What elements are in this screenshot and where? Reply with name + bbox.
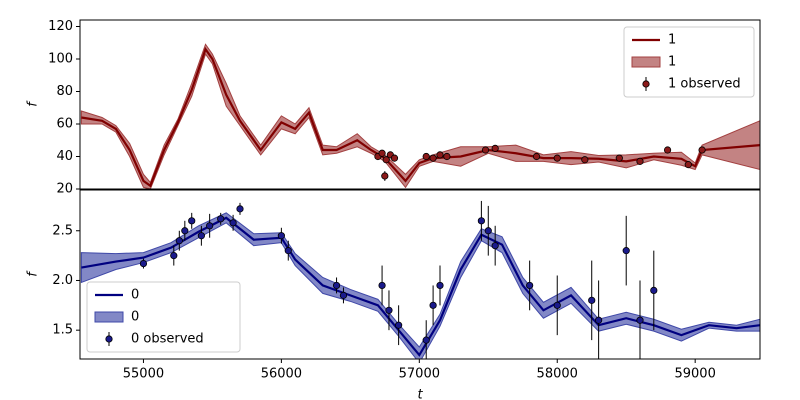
y-tick-label: 1.5 [52, 323, 73, 338]
y-tick-label: 100 [48, 52, 73, 67]
observed-point [339, 291, 348, 299]
observed-point [422, 336, 430, 344]
observed-point [385, 306, 393, 314]
observed-point [553, 154, 561, 162]
observed-point [484, 227, 492, 235]
observed-point [378, 281, 386, 290]
legend-marker [642, 80, 650, 88]
observed-point [170, 252, 178, 260]
observed-point [206, 222, 214, 230]
observed-point [197, 232, 205, 240]
observed-point [477, 217, 485, 225]
observed-point [491, 242, 499, 250]
y-tick-label: 80 [56, 84, 73, 99]
observed-point [382, 156, 390, 164]
y-axis-label: f [26, 100, 41, 107]
x-tick-label: 57000 [399, 367, 440, 382]
observed-point [188, 217, 196, 225]
x-tick-label: 55000 [123, 367, 164, 382]
legend-label: 0 [131, 310, 139, 325]
legend-box [623, 26, 755, 98]
observed-point [526, 281, 534, 290]
observed-point [650, 286, 658, 295]
observed-point [553, 301, 561, 309]
observed-point [378, 149, 386, 157]
observed-point [429, 154, 437, 162]
x-tick-label: 56000 [261, 367, 302, 382]
observed-point [615, 154, 623, 162]
observed-point [684, 161, 692, 169]
legend-label: 0 observed [131, 332, 204, 347]
observed-point [217, 215, 225, 223]
y-tick-label: 120 [48, 19, 73, 34]
y-tick-label: 20 [56, 182, 73, 197]
legend-label: 0 [131, 288, 139, 303]
observed-point [436, 281, 444, 290]
observed-point [277, 232, 285, 240]
observed-point [395, 321, 403, 329]
legend-band [631, 56, 661, 68]
observed-point [284, 247, 292, 255]
confidence-band [80, 43, 760, 189]
observed-point [443, 152, 451, 161]
observed-point [698, 146, 706, 154]
x-axis-label: t [417, 388, 423, 400]
legend: 0 0 0 observed [86, 281, 241, 353]
legend-marker [105, 335, 113, 343]
observed-point [422, 152, 430, 161]
axes-frame [79, 189, 761, 360]
y-axis-label: f [26, 270, 41, 277]
observed-point [595, 316, 603, 324]
legend-band [94, 311, 124, 323]
y-tick-label: 2.5 [52, 223, 73, 238]
mean-line [81, 46, 760, 188]
observed-point [581, 156, 589, 164]
observed-point [636, 316, 644, 324]
observed-point [588, 296, 596, 304]
observed-point [429, 301, 437, 309]
confidence-band [80, 212, 760, 359]
observed-point [139, 259, 148, 268]
legend-box [86, 281, 241, 353]
plot-area [80, 200, 760, 359]
legend-label: 1 observed [668, 77, 741, 92]
legend-label: 1 [668, 55, 676, 70]
y-tick-label: 40 [56, 149, 73, 164]
observed-point [381, 172, 389, 180]
legend-label: 1 [668, 33, 676, 48]
observed-point [390, 154, 399, 162]
plot-area [80, 43, 760, 189]
observed-point [181, 227, 189, 235]
legend: 1 1 1 observed [623, 26, 755, 98]
observed-point [532, 152, 541, 161]
y-tick-label: 60 [56, 117, 73, 132]
x-tick-label: 58000 [537, 367, 578, 382]
observed-point [636, 157, 644, 165]
x-tick-label: 59000 [674, 367, 715, 382]
observed-point [236, 205, 244, 213]
observed-point [436, 151, 444, 159]
observed-point [481, 146, 490, 154]
observed-point [175, 237, 183, 245]
observed-point [622, 247, 630, 255]
axes-frame [79, 19, 761, 190]
observed-point [663, 146, 672, 154]
observed-point [491, 144, 499, 152]
observed-point [332, 281, 341, 290]
observed-point [229, 219, 237, 227]
y-tick-label: 2.0 [52, 273, 73, 288]
